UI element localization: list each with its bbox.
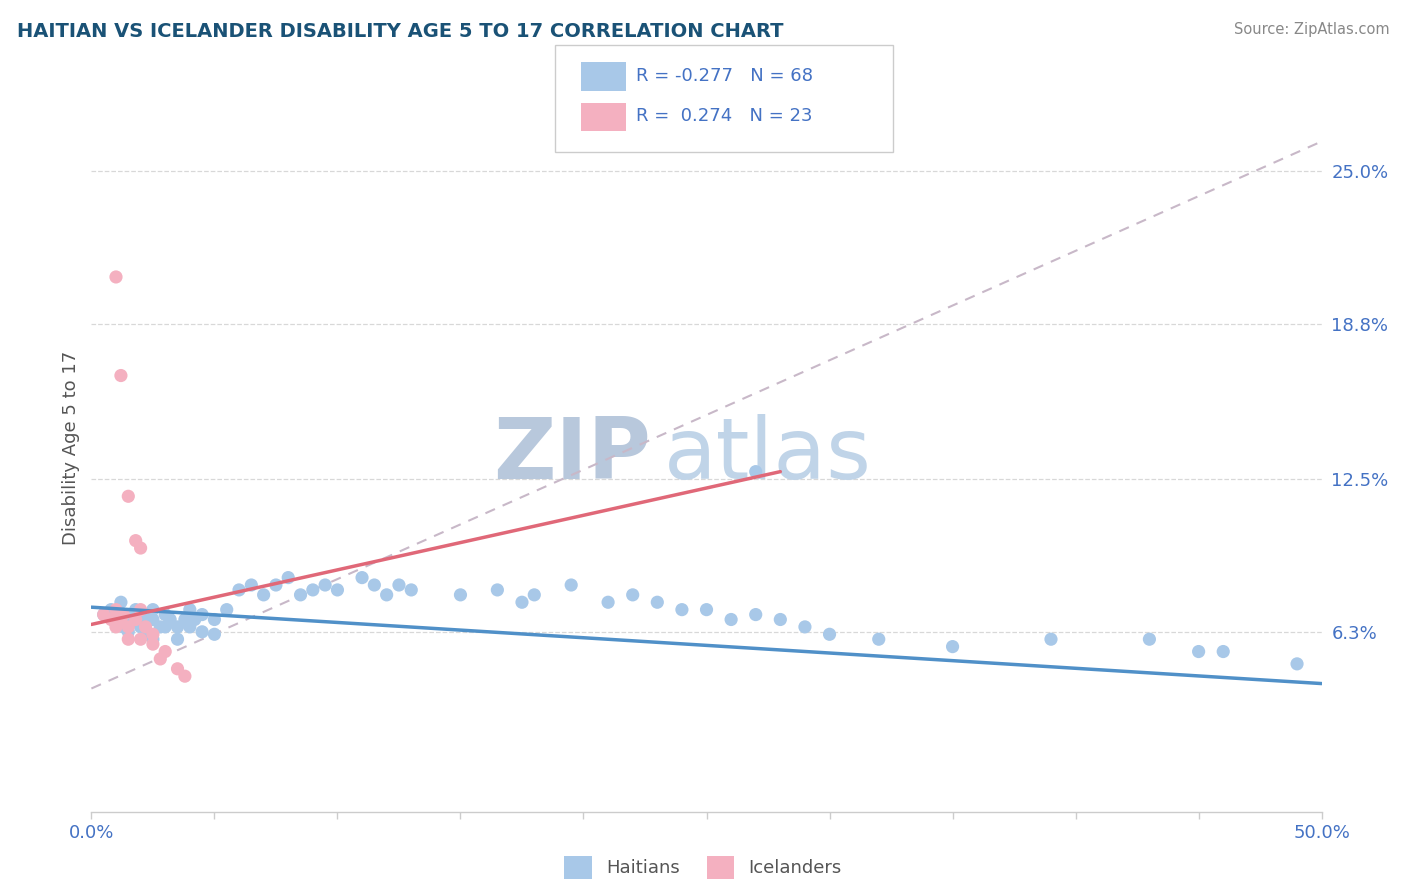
Point (941, 640, 963, 654)
Point (560, 578, 582, 592)
Text: atlas: atlas (664, 414, 872, 497)
Point (290, 588, 312, 602)
Point (117, 620, 139, 634)
Point (671, 602, 693, 616)
Point (264, 578, 287, 592)
Point (375, 588, 398, 602)
Point (510, 595, 533, 609)
Point (449, 588, 471, 602)
Point (105, 620, 127, 634)
Point (745, 465, 768, 479)
Point (112, 620, 135, 634)
Point (486, 582, 509, 597)
Point (202, 627, 225, 641)
Point (153, 620, 177, 634)
Point (112, 607, 135, 622)
Point (135, 613, 156, 627)
Point (695, 602, 717, 616)
Point (596, 595, 619, 609)
Point (621, 588, 644, 602)
Point (124, 613, 146, 627)
Point (129, 620, 152, 634)
Point (183, 613, 207, 627)
Point (769, 613, 792, 627)
Point (818, 627, 841, 641)
Point (1187, 644, 1209, 658)
Point (153, 607, 177, 622)
Point (142, 602, 165, 616)
Point (523, 588, 546, 602)
Point (142, 637, 165, 651)
Point (1139, 632, 1161, 647)
Point (645, 595, 669, 609)
Point (720, 613, 742, 627)
Point (142, 613, 165, 627)
Point (228, 582, 250, 597)
Point (202, 613, 225, 627)
Point (174, 613, 197, 627)
Point (1039, 632, 1063, 647)
Point (105, 602, 127, 616)
Point (363, 578, 385, 592)
Y-axis label: Disability Age 5 to 17: Disability Age 5 to 17 (62, 351, 80, 545)
Point (117, 632, 139, 647)
Point (166, 662, 188, 676)
Point (142, 632, 165, 647)
Point (124, 602, 146, 616)
Point (117, 489, 139, 503)
Point (149, 620, 172, 634)
Point (110, 613, 132, 627)
Point (110, 595, 132, 609)
Point (1212, 644, 1234, 658)
Point (174, 669, 197, 683)
Point (166, 632, 188, 647)
Point (117, 607, 139, 622)
Point (129, 607, 152, 622)
Point (129, 632, 152, 647)
Point (745, 607, 768, 622)
Point (129, 602, 152, 616)
Text: R = -0.277   N = 68: R = -0.277 N = 68 (636, 67, 813, 85)
Point (301, 582, 323, 597)
Point (124, 533, 146, 548)
Point (117, 624, 139, 639)
Point (277, 571, 299, 585)
Point (253, 588, 276, 602)
Point (352, 571, 374, 585)
Point (179, 602, 201, 616)
Point (215, 602, 238, 616)
Point (153, 644, 177, 658)
Point (93, 607, 115, 622)
Point (166, 620, 188, 634)
Point (129, 541, 152, 555)
Point (93, 607, 115, 622)
Point (326, 582, 349, 597)
Text: ZIP: ZIP (494, 414, 651, 497)
Text: R =  0.274   N = 23: R = 0.274 N = 23 (636, 107, 813, 125)
Point (110, 368, 132, 383)
Point (135, 620, 156, 634)
Point (142, 627, 165, 641)
Point (105, 613, 127, 627)
Point (240, 578, 263, 592)
Text: HAITIAN VS ICELANDER DISABILITY AGE 5 TO 17 CORRELATION CHART: HAITIAN VS ICELANDER DISABILITY AGE 5 TO… (17, 22, 783, 41)
Point (159, 613, 181, 627)
Point (191, 624, 214, 639)
Point (868, 632, 890, 647)
Text: Source: ZipAtlas.com: Source: ZipAtlas.com (1233, 22, 1389, 37)
Point (314, 578, 336, 592)
Point (179, 620, 201, 634)
Point (793, 620, 815, 634)
Point (100, 602, 122, 616)
Point (191, 607, 214, 622)
Point (149, 652, 172, 666)
Point (122, 613, 145, 627)
Point (100, 613, 122, 627)
Point (105, 269, 127, 284)
Point (388, 578, 411, 592)
Point (399, 582, 422, 597)
Legend: Haitians, Icelanders: Haitians, Icelanders (564, 856, 842, 879)
Point (1285, 657, 1308, 671)
Point (135, 624, 156, 639)
